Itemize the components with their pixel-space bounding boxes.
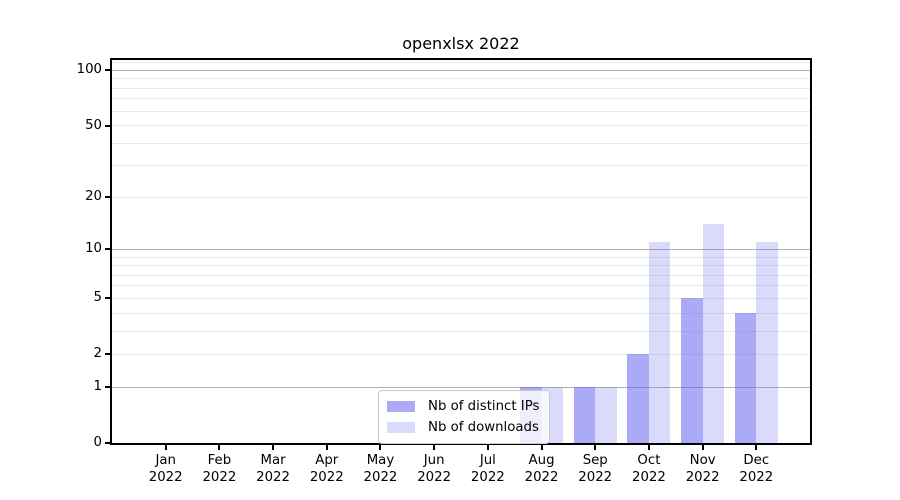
legend-item-downloads: Nb of downloads: [387, 417, 539, 438]
legend-swatch-downloads: [387, 422, 415, 433]
spine-left: [110, 58, 112, 445]
x-tick-mark: [325, 445, 328, 450]
x-tick-mark: [540, 445, 543, 450]
x-tick-mark: [164, 445, 167, 450]
x-tick-mark: [379, 445, 382, 450]
y-tick-label: 1: [93, 379, 102, 395]
legend-item-distinct-ips: Nb of distinct IPs: [387, 396, 539, 417]
bar-ips-oct: [627, 354, 649, 443]
minor-gridline: [112, 353, 810, 355]
minor-gridline: [112, 110, 810, 112]
x-tick-label: Dec 2022: [739, 453, 774, 485]
y-tick-mark: [105, 69, 110, 72]
legend-swatch-distinct-ips: [387, 401, 415, 412]
x-tick-label: Apr 2022: [309, 453, 344, 485]
x-tick-mark: [486, 445, 489, 450]
x-tick-label: Mar 2022: [256, 453, 290, 485]
minor-gridline: [112, 256, 810, 258]
bar-ips-sep: [573, 387, 596, 443]
bar-downloads-sep: [595, 387, 617, 443]
minor-gridline: [112, 330, 810, 332]
x-tick-mark: [594, 445, 597, 450]
x-tick-label: Aug 2022: [524, 453, 559, 485]
spine-right: [810, 58, 812, 445]
chart-title: openxlsx 2022: [402, 34, 520, 53]
minor-gridline: [112, 297, 810, 299]
x-tick-label: Jul 2022: [470, 453, 505, 485]
major-gridline: [112, 248, 810, 250]
legend-label-downloads: Nb of downloads: [428, 419, 539, 435]
minor-gridline: [112, 98, 810, 100]
x-tick-mark: [433, 445, 436, 450]
y-tick-label: 100: [76, 62, 102, 78]
y-tick-mark: [105, 353, 110, 356]
x-tick-label: Sep 2022: [578, 453, 613, 485]
x-tick-label: Feb 2022: [202, 453, 237, 485]
x-tick-mark: [218, 445, 221, 450]
minor-gridline: [112, 125, 810, 127]
minor-gridline: [112, 312, 810, 314]
minor-gridline: [112, 285, 810, 287]
y-tick-mark: [105, 124, 110, 127]
minor-gridline: [112, 165, 810, 167]
y-tick-label: 5: [93, 290, 102, 306]
plot-area: Nb of distinct IPs Nb of downloads Jan 20…: [77, 58, 812, 485]
major-gridline: [112, 69, 810, 71]
legend-label-distinct-ips: Nb of distinct IPs: [428, 398, 540, 414]
x-tick-label: Jan 2022: [148, 453, 183, 485]
y-tick-label: 2: [93, 346, 102, 362]
bar-ips-dec: [734, 313, 757, 443]
bar-downloads-nov: [702, 224, 725, 443]
minor-gridline: [112, 196, 810, 198]
minor-gridline: [112, 62, 810, 64]
spine-top: [110, 58, 812, 60]
minor-gridline: [112, 274, 810, 276]
y-tick-label: 0: [93, 435, 102, 450]
y-tick-label: 20: [85, 189, 102, 205]
spine-bottom: [110, 443, 812, 445]
x-tick-mark: [701, 445, 704, 450]
minor-gridline: [112, 142, 810, 144]
x-tick-mark: [755, 445, 758, 450]
y-tick-mark: [105, 386, 110, 389]
minor-gridline: [112, 78, 810, 80]
x-tick-label: Oct 2022: [632, 453, 666, 485]
x-tick-label: Jun 2022: [417, 453, 452, 485]
x-tick-label: May 2022: [363, 453, 398, 485]
minor-gridline: [112, 265, 810, 267]
bar-downloads-oct: [648, 242, 671, 443]
x-tick-label: Nov 2022: [685, 453, 720, 485]
y-tick-mark: [105, 442, 110, 444]
x-tick-mark: [272, 445, 275, 450]
y-tick-mark: [105, 248, 110, 251]
major-gridline: [112, 386, 810, 388]
legend: Nb of distinct IPs Nb of downloads: [378, 390, 551, 444]
y-tick-mark: [105, 297, 110, 300]
x-tick-mark: [647, 445, 650, 450]
y-tick-label: 50: [85, 117, 102, 133]
y-tick-label: 10: [85, 241, 102, 257]
y-tick-mark: [105, 196, 110, 199]
minor-gridline: [112, 87, 810, 89]
bar-ips-nov: [681, 298, 703, 443]
bar-downloads-dec: [756, 242, 778, 443]
